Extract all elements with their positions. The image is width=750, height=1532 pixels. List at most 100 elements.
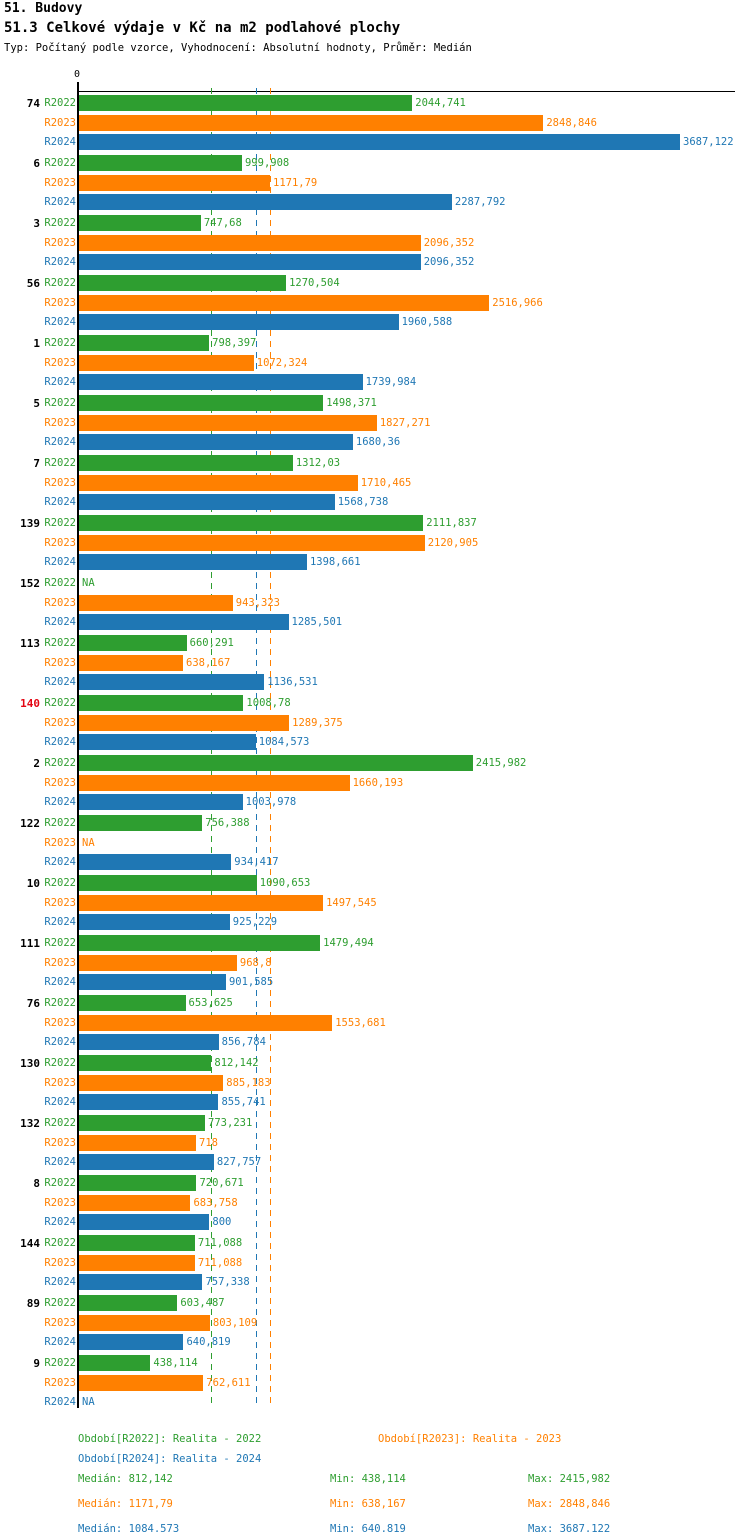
bar[interactable] — [79, 395, 324, 411]
group-id-label: 89 — [26, 1297, 40, 1310]
bar[interactable] — [79, 275, 287, 291]
bar[interactable] — [79, 875, 257, 891]
series-label-r2022: R2022 — [44, 397, 76, 409]
series-label-r2024: R2024 — [44, 1336, 76, 1348]
bar-value-label: 1270,504 — [289, 277, 340, 289]
bar[interactable] — [79, 654, 184, 671]
bar-value-label: 757,338 — [205, 1276, 250, 1288]
bar[interactable] — [79, 1295, 178, 1311]
plot-area: 0 74 R2022 2044,741 R2023 2848,846 R2024 3687,… — [20, 69, 735, 1408]
bar[interactable] — [79, 714, 290, 731]
stat-max: Max: 3687,122 — [528, 1523, 611, 1532]
bar[interactable] — [79, 414, 377, 431]
bar[interactable] — [79, 174, 270, 191]
stat-median: Medián: 1084,573 — [78, 1523, 180, 1532]
bar[interactable] — [79, 1014, 333, 1031]
bar[interactable] — [79, 515, 424, 531]
bar[interactable] — [79, 734, 256, 750]
bar[interactable] — [79, 674, 265, 690]
bar[interactable] — [79, 1314, 210, 1331]
bar[interactable] — [79, 294, 490, 311]
bar[interactable] — [79, 794, 243, 810]
bar[interactable] — [79, 1094, 219, 1110]
bar[interactable] — [79, 114, 544, 131]
bar[interactable] — [79, 494, 335, 510]
bar[interactable] — [79, 1235, 195, 1251]
series-label-r2023: R2023 — [44, 1076, 76, 1089]
bar[interactable] — [79, 995, 186, 1011]
series-label-r2024: R2024 — [44, 856, 76, 868]
bar[interactable] — [79, 254, 421, 270]
bar[interactable] — [79, 1334, 184, 1350]
bar-value-label: 856,784 — [221, 1036, 266, 1048]
bar[interactable] — [79, 755, 473, 771]
bar-value-label: 812,142 — [214, 1057, 259, 1069]
bar[interactable] — [79, 314, 399, 330]
bar[interactable] — [79, 695, 244, 711]
bar[interactable] — [79, 635, 187, 651]
bar[interactable] — [79, 815, 203, 831]
bar[interactable] — [79, 335, 210, 351]
axis-tick-zero-label: 0 — [74, 69, 81, 80]
bar[interactable] — [79, 854, 232, 870]
series-label-r2022: R2022 — [44, 1177, 76, 1189]
bar-value-label: 1497,545 — [326, 896, 377, 909]
bar-value-label: 1312,03 — [295, 457, 341, 469]
bar[interactable] — [79, 1055, 212, 1071]
bar[interactable] — [79, 894, 324, 911]
bar[interactable] — [79, 774, 350, 791]
bar[interactable] — [79, 134, 680, 150]
axis-top-line — [78, 91, 735, 92]
bar[interactable] — [79, 455, 293, 471]
bar[interactable] — [79, 1134, 197, 1151]
bar[interactable] — [79, 1034, 219, 1050]
chart-title: 51.3 Celkové výdaje v Kč na m2 podlahové… — [4, 20, 401, 36]
bar[interactable] — [79, 1214, 210, 1230]
page-title: 51. Budovy — [4, 1, 83, 16]
bar[interactable] — [79, 95, 413, 111]
bar-value-label: 638,167 — [186, 656, 231, 669]
stat-min: Min: 640,819 — [330, 1523, 406, 1532]
chart-footer: Období[R2022]: Realita - 2022 Období[R202… — [0, 1420, 750, 1532]
series-label-r2024: R2024 — [44, 136, 76, 148]
bar[interactable] — [79, 354, 254, 371]
bar[interactable] — [79, 914, 230, 930]
bar[interactable] — [79, 935, 321, 951]
reference-line-median-r2024 — [255, 88, 257, 1408]
bar[interactable] — [79, 434, 353, 450]
bar[interactable] — [79, 594, 233, 611]
bar[interactable] — [79, 1274, 203, 1290]
group-id-label: 122 — [20, 817, 40, 830]
legend-entry: Období[R2022]: Realita - 2022 — [78, 1433, 262, 1445]
bar[interactable] — [79, 1355, 151, 1371]
bar[interactable] — [79, 1175, 197, 1191]
bar-value-label: 683,758 — [193, 1196, 238, 1209]
bar[interactable] — [79, 1254, 195, 1271]
series-label-r2022: R2022 — [44, 217, 76, 229]
bar[interactable] — [79, 614, 289, 630]
bar-value-label: 1660,193 — [352, 776, 404, 789]
axis-zero-line — [77, 88, 79, 1408]
bar[interactable] — [79, 974, 226, 990]
bar[interactable] — [79, 1115, 206, 1131]
series-label-r2022: R2022 — [44, 457, 76, 469]
bar[interactable] — [79, 1154, 214, 1170]
bar[interactable] — [79, 534, 425, 551]
bar-value-label: 640,819 — [186, 1336, 231, 1348]
bar[interactable] — [79, 954, 237, 971]
group-id-label: 140 — [20, 697, 40, 710]
bar[interactable] — [79, 1374, 204, 1391]
bar-value-label: 925,229 — [232, 916, 278, 928]
bar[interactable] — [79, 474, 358, 491]
bar[interactable] — [79, 215, 201, 231]
bar-value-label: 803,109 — [212, 1316, 258, 1329]
bar[interactable] — [79, 194, 452, 210]
bar[interactable] — [79, 155, 242, 171]
bar[interactable] — [79, 1074, 224, 1091]
bar[interactable] — [79, 234, 421, 251]
bar[interactable] — [79, 374, 363, 390]
series-label-r2023: R2023 — [44, 416, 76, 429]
series-label-r2022: R2022 — [44, 517, 76, 529]
bar[interactable] — [79, 1194, 191, 1211]
bar[interactable] — [79, 554, 307, 570]
